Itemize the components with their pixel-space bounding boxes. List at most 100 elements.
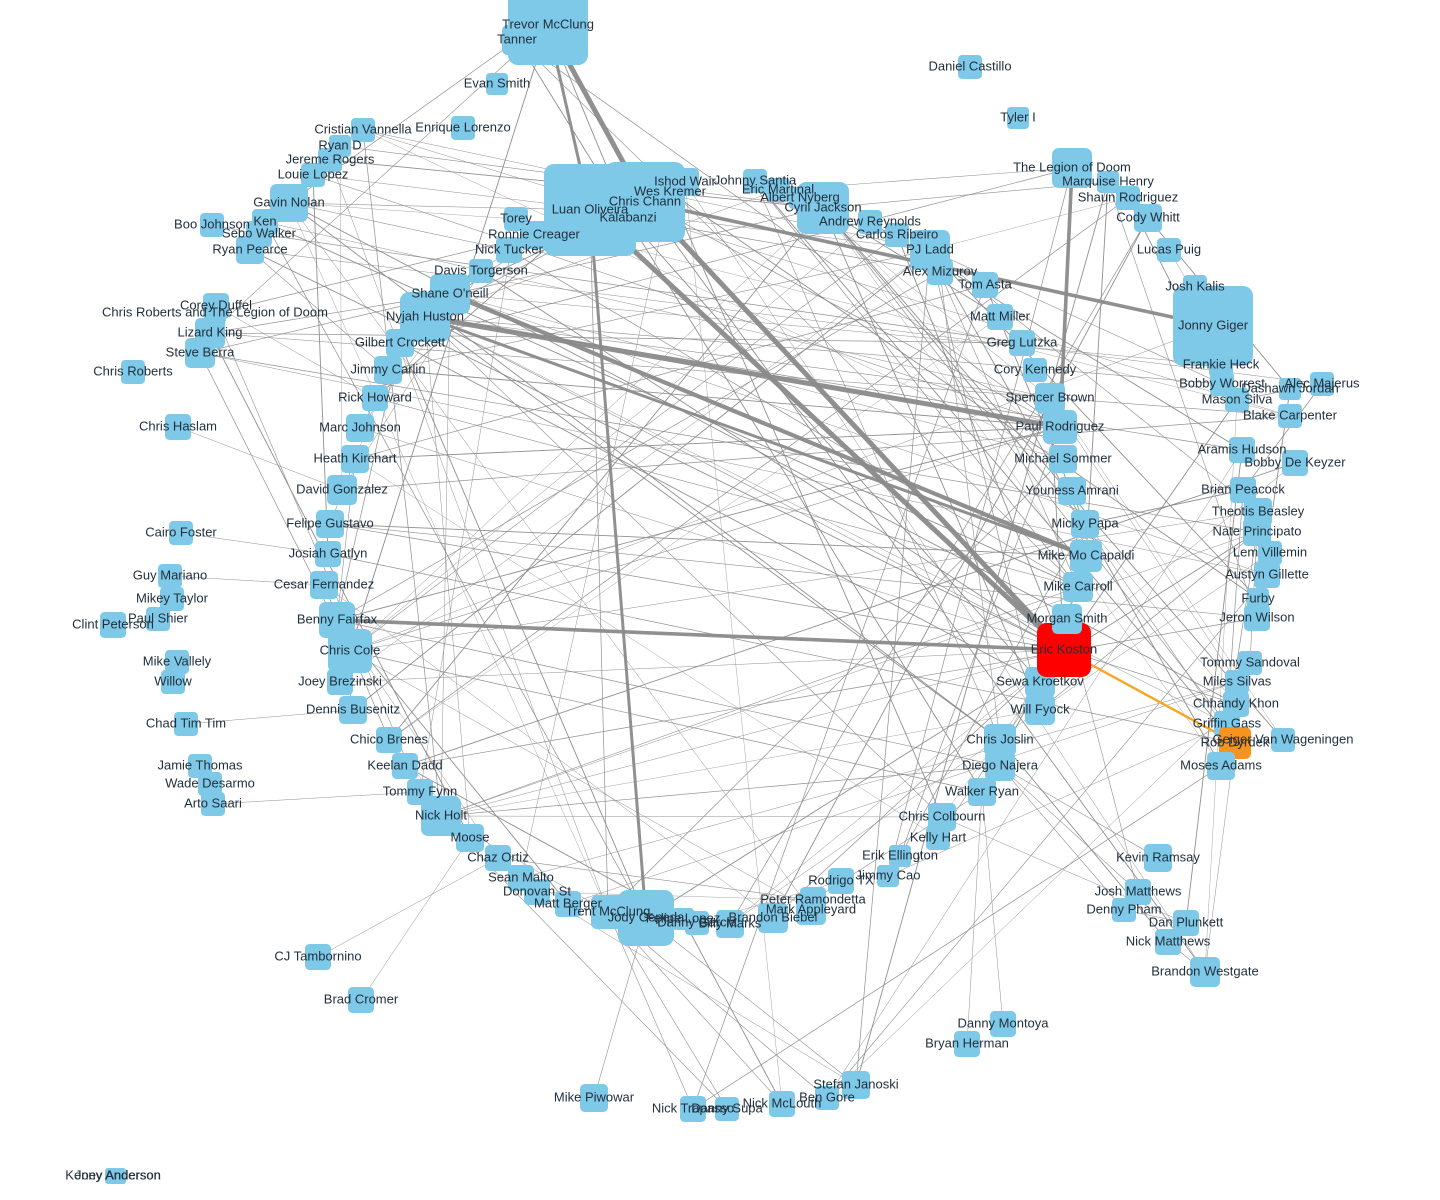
svg-text:Jereme Rogers: Jereme Rogers bbox=[286, 151, 375, 166]
svg-text:Sean Malto: Sean Malto bbox=[488, 869, 554, 884]
svg-text:Bryan Herman: Bryan Herman bbox=[925, 1035, 1009, 1050]
svg-text:David Gonzalez: David Gonzalez bbox=[296, 481, 388, 496]
svg-text:Matt Miller: Matt Miller bbox=[970, 308, 1031, 323]
svg-text:Johnny Santia: Johnny Santia bbox=[714, 172, 797, 187]
svg-text:Felipe Gustavo: Felipe Gustavo bbox=[286, 515, 373, 530]
svg-text:Aramis Hudson: Aramis Hudson bbox=[1198, 441, 1287, 456]
svg-text:Chico Brenes: Chico Brenes bbox=[350, 731, 429, 746]
svg-text:Guy Mariano: Guy Mariano bbox=[133, 567, 207, 582]
svg-text:Youness Amrani: Youness Amrani bbox=[1025, 482, 1119, 497]
svg-text:Gilbert Crockett: Gilbert Crockett bbox=[355, 334, 446, 349]
svg-text:Ryan D: Ryan D bbox=[318, 137, 361, 152]
svg-text:Louie Lopez: Louie Lopez bbox=[278, 166, 349, 181]
svg-text:Keelan Dadd: Keelan Dadd bbox=[367, 757, 442, 772]
svg-text:The Legion of Doom: The Legion of Doom bbox=[1013, 159, 1131, 174]
svg-text:Gavin Nolan: Gavin Nolan bbox=[253, 194, 325, 209]
svg-text:Blake Carpenter: Blake Carpenter bbox=[1243, 407, 1338, 422]
svg-text:Brian Peacock: Brian Peacock bbox=[1201, 481, 1285, 496]
svg-text:Clint Peterson: Clint Peterson bbox=[72, 616, 154, 631]
svg-text:Lucas Puig: Lucas Puig bbox=[1137, 241, 1201, 256]
svg-text:Chaz Ortiz: Chaz Ortiz bbox=[467, 849, 528, 864]
svg-text:Morgan Smith: Morgan Smith bbox=[1027, 610, 1108, 625]
svg-text:Tanner: Tanner bbox=[497, 31, 537, 46]
svg-text:PJ Ladd: PJ Ladd bbox=[906, 241, 954, 256]
svg-text:Kalabanzi: Kalabanzi bbox=[599, 209, 656, 224]
svg-text:Shane O'neill: Shane O'neill bbox=[412, 285, 489, 300]
svg-text:Benny Fairfax: Benny Fairfax bbox=[297, 611, 378, 626]
svg-text:Alex Mizurov: Alex Mizurov bbox=[903, 263, 978, 278]
svg-text:Tommy Sandoval: Tommy Sandoval bbox=[1200, 654, 1300, 669]
svg-text:Furby: Furby bbox=[1241, 590, 1275, 605]
svg-text:Josiah Gatlyn: Josiah Gatlyn bbox=[289, 545, 368, 560]
svg-text:Marquise Henry: Marquise Henry bbox=[1062, 173, 1154, 188]
svg-text:Jonny Giger: Jonny Giger bbox=[1178, 317, 1249, 332]
svg-text:Chris Chann: Chris Chann bbox=[609, 193, 681, 208]
svg-text:Jimmy Cao: Jimmy Cao bbox=[855, 867, 920, 882]
svg-text:Joey Anderson: Joey Anderson bbox=[75, 1167, 161, 1182]
svg-text:Spencer Brown: Spencer Brown bbox=[1006, 389, 1095, 404]
svg-text:Heath Kirchart: Heath Kirchart bbox=[313, 450, 396, 465]
svg-text:Peter Ramondetta: Peter Ramondetta bbox=[760, 891, 866, 906]
svg-text:Chris Haslam: Chris Haslam bbox=[139, 418, 217, 433]
svg-text:CJ Tambornino: CJ Tambornino bbox=[274, 948, 361, 963]
svg-text:Chris Colbourn: Chris Colbourn bbox=[899, 808, 986, 823]
svg-text:Jeron Wilson: Jeron Wilson bbox=[1219, 609, 1294, 624]
svg-text:Bobby Worrest: Bobby Worrest bbox=[1179, 375, 1265, 390]
svg-text:Joey Brezinski: Joey Brezinski bbox=[298, 673, 382, 688]
svg-text:Nyjah Huston: Nyjah Huston bbox=[386, 308, 464, 323]
svg-text:Austyn Gillette: Austyn Gillette bbox=[1225, 566, 1309, 581]
svg-text:Danny Montoya: Danny Montoya bbox=[957, 1015, 1049, 1030]
svg-text:Josh Matthews: Josh Matthews bbox=[1095, 883, 1182, 898]
svg-text:Stefan Janoski: Stefan Janoski bbox=[813, 1076, 898, 1091]
svg-text:Mike Carroll: Mike Carroll bbox=[1043, 578, 1112, 593]
svg-text:Torey: Torey bbox=[500, 210, 532, 225]
svg-text:Cody Whitt: Cody Whitt bbox=[1116, 209, 1180, 224]
svg-text:Trevor McClung: Trevor McClung bbox=[502, 16, 594, 31]
svg-text:Rick Howard: Rick Howard bbox=[338, 389, 412, 404]
svg-text:Tom Asta: Tom Asta bbox=[958, 276, 1012, 291]
svg-text:Cory Kennedy: Cory Kennedy bbox=[994, 361, 1077, 376]
svg-text:Tyler I: Tyler I bbox=[1000, 109, 1035, 124]
svg-text:Brad Cromer: Brad Cromer bbox=[324, 991, 399, 1006]
svg-text:Wade Desarmo: Wade Desarmo bbox=[165, 775, 255, 790]
svg-text:Miles Silvas: Miles Silvas bbox=[1203, 673, 1272, 688]
svg-text:Shaun Rodriguez: Shaun Rodriguez bbox=[1078, 189, 1178, 204]
svg-text:Frankie Heck: Frankie Heck bbox=[1183, 356, 1260, 371]
svg-text:Josh Kalis: Josh Kalis bbox=[1165, 278, 1225, 293]
svg-text:Michael Sommer: Michael Sommer bbox=[1014, 450, 1112, 465]
svg-text:Tommy Fynn: Tommy Fynn bbox=[383, 783, 457, 798]
svg-text:Walker Ryan: Walker Ryan bbox=[945, 783, 1019, 798]
svg-text:Evan Smith: Evan Smith bbox=[464, 75, 530, 90]
svg-text:Griffin Gass: Griffin Gass bbox=[1193, 715, 1262, 730]
svg-text:Jimmy Carlin: Jimmy Carlin bbox=[350, 361, 425, 376]
svg-text:Andrew Reynolds: Andrew Reynolds bbox=[819, 213, 921, 228]
svg-text:Eric Koston: Eric Koston bbox=[1031, 641, 1097, 656]
svg-text:Chhandy Khon: Chhandy Khon bbox=[1193, 695, 1279, 710]
svg-text:Sewa Kroetkov: Sewa Kroetkov bbox=[996, 673, 1084, 688]
svg-text:Erik Ellington: Erik Ellington bbox=[862, 847, 938, 862]
svg-text:Cesar Fernandez: Cesar Fernandez bbox=[274, 576, 374, 591]
svg-text:Ryan Pearce: Ryan Pearce bbox=[212, 241, 287, 256]
svg-text:Brandon Westgate: Brandon Westgate bbox=[1151, 963, 1258, 978]
svg-text:Diego Najera: Diego Najera bbox=[962, 757, 1039, 772]
svg-text:Mike Piwowar: Mike Piwowar bbox=[554, 1089, 635, 1104]
svg-text:Ben Gore: Ben Gore bbox=[799, 1089, 855, 1104]
svg-text:Lem Villemin: Lem Villemin bbox=[1233, 544, 1307, 559]
svg-text:Mikey Taylor: Mikey Taylor bbox=[136, 590, 209, 605]
svg-text:Dennis Busenitz: Dennis Busenitz bbox=[306, 701, 400, 716]
svg-text:Boo Johnson: Boo Johnson bbox=[174, 216, 250, 231]
svg-text:Moses Adams: Moses Adams bbox=[1180, 757, 1262, 772]
svg-text:Chris Roberts and The Legion o: Chris Roberts and The Legion of Doom bbox=[102, 304, 328, 319]
svg-text:Geiger Van Wageningen: Geiger Van Wageningen bbox=[1213, 731, 1354, 746]
svg-text:Theotis Beasley: Theotis Beasley bbox=[1212, 503, 1305, 518]
svg-text:Nick Holt: Nick Holt bbox=[415, 807, 467, 822]
svg-text:Cristian Vannella: Cristian Vannella bbox=[314, 121, 412, 136]
svg-text:Jamie Thomas: Jamie Thomas bbox=[157, 757, 243, 772]
svg-text:Mike Mo Capaldi: Mike Mo Capaldi bbox=[1038, 547, 1135, 562]
svg-text:Nick Tucker: Nick Tucker bbox=[475, 241, 544, 256]
svg-text:Carlos Ribeiro: Carlos Ribeiro bbox=[856, 226, 938, 241]
svg-text:Kevin Ramsay: Kevin Ramsay bbox=[1116, 849, 1200, 864]
svg-text:Chris Roberts: Chris Roberts bbox=[93, 363, 173, 378]
svg-text:Chad Tim Tim: Chad Tim Tim bbox=[146, 715, 226, 730]
svg-text:Ronnie Creager: Ronnie Creager bbox=[488, 226, 580, 241]
